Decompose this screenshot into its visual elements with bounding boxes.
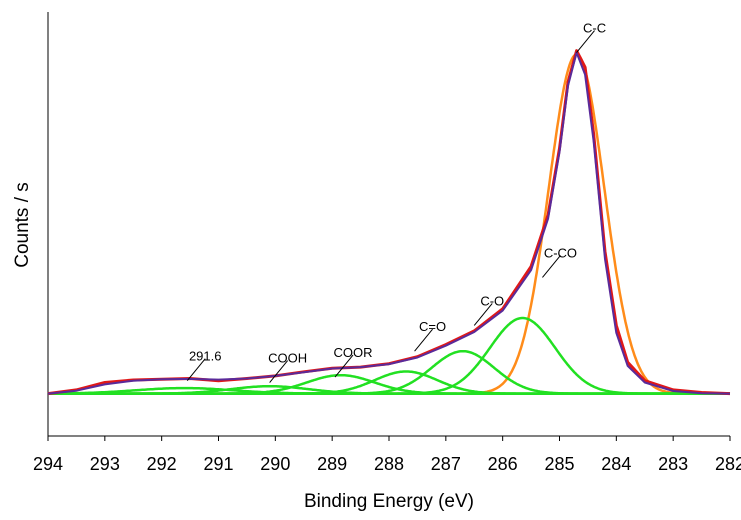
x-tick-label: 291 bbox=[203, 454, 233, 474]
annotation-label: COOH bbox=[268, 351, 307, 366]
x-tick-label: 290 bbox=[260, 454, 290, 474]
annotation-label: C=O bbox=[419, 319, 446, 334]
x-tick-label: 289 bbox=[317, 454, 347, 474]
x-tick-label: 284 bbox=[601, 454, 631, 474]
annotation-label: C-CO bbox=[544, 245, 577, 260]
annotation-label: C-O bbox=[480, 293, 504, 308]
x-tick-label: 285 bbox=[544, 454, 574, 474]
annotation-leader bbox=[186, 358, 206, 382]
annotation-leader bbox=[473, 303, 493, 326]
x-tick-label: 288 bbox=[374, 454, 404, 474]
component-peak-c-c bbox=[48, 53, 730, 395]
x-tick-label: 283 bbox=[658, 454, 688, 474]
x-tick-label: 294 bbox=[33, 454, 63, 474]
envelope-curve bbox=[47, 51, 731, 395]
x-tick-label: 293 bbox=[90, 454, 120, 474]
annotation-leader bbox=[576, 30, 595, 53]
x-axis-title: Binding Energy (eV) bbox=[304, 491, 474, 512]
annotation-leader bbox=[269, 360, 289, 383]
annotation-leader bbox=[542, 255, 561, 278]
x-ticks: 294 293 292 291 290 289 288 287 286 285 284 283 282 bbox=[33, 436, 741, 474]
x-tick-label: 287 bbox=[431, 454, 461, 474]
annotation-leader bbox=[334, 354, 354, 378]
x-tick-label: 292 bbox=[147, 454, 177, 474]
annotation-label: COOR bbox=[334, 345, 373, 360]
annotations: C-C C-CO C-O C=O COOR COOH 291.6 bbox=[186, 21, 606, 383]
measured-curve bbox=[47, 49, 731, 396]
x-tick-label: 286 bbox=[488, 454, 518, 474]
y-axis-title: Counts / s bbox=[12, 182, 33, 268]
annotation-label: 291.6 bbox=[189, 349, 222, 364]
curves bbox=[47, 49, 731, 396]
annotation-leader bbox=[414, 328, 433, 352]
axes bbox=[47, 12, 730, 437]
annotation-label: C-C bbox=[583, 21, 606, 36]
component-peak-291-6 bbox=[48, 386, 730, 395]
x-tick-label: 282 bbox=[715, 454, 741, 474]
